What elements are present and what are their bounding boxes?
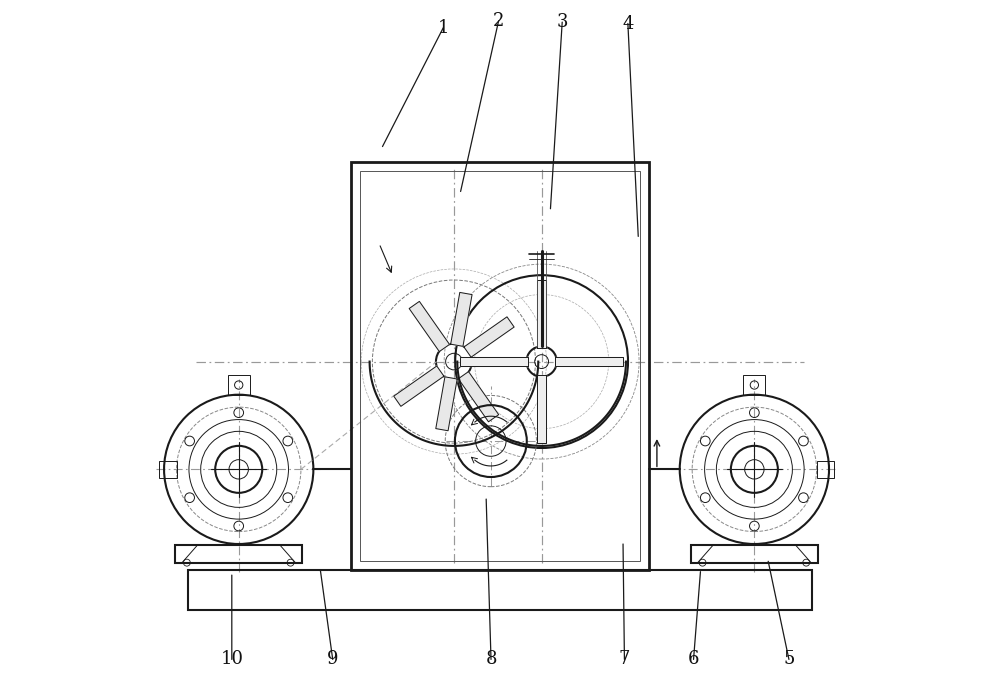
- Text: 6: 6: [688, 650, 699, 668]
- Polygon shape: [555, 357, 623, 366]
- Text: 7: 7: [619, 650, 630, 668]
- Bar: [188, 570, 812, 609]
- Polygon shape: [436, 377, 457, 431]
- Polygon shape: [394, 366, 444, 406]
- Bar: [360, 171, 640, 561]
- Text: 2: 2: [493, 12, 504, 30]
- Bar: [228, 375, 250, 395]
- Polygon shape: [537, 280, 546, 348]
- Bar: [175, 545, 302, 563]
- Text: 10: 10: [220, 650, 243, 668]
- Bar: [159, 461, 177, 477]
- Polygon shape: [460, 357, 528, 366]
- Text: 4: 4: [622, 15, 634, 33]
- Text: 3: 3: [556, 13, 568, 31]
- Bar: [743, 375, 765, 395]
- Polygon shape: [458, 371, 499, 422]
- Polygon shape: [464, 317, 514, 357]
- Polygon shape: [451, 292, 472, 346]
- Polygon shape: [409, 301, 450, 352]
- Text: 8: 8: [485, 650, 497, 668]
- Bar: [691, 545, 818, 563]
- Bar: [817, 461, 834, 477]
- Polygon shape: [537, 375, 546, 443]
- Text: 5: 5: [783, 650, 795, 668]
- Text: 9: 9: [327, 650, 338, 668]
- Bar: [351, 162, 649, 570]
- Text: 1: 1: [438, 19, 449, 37]
